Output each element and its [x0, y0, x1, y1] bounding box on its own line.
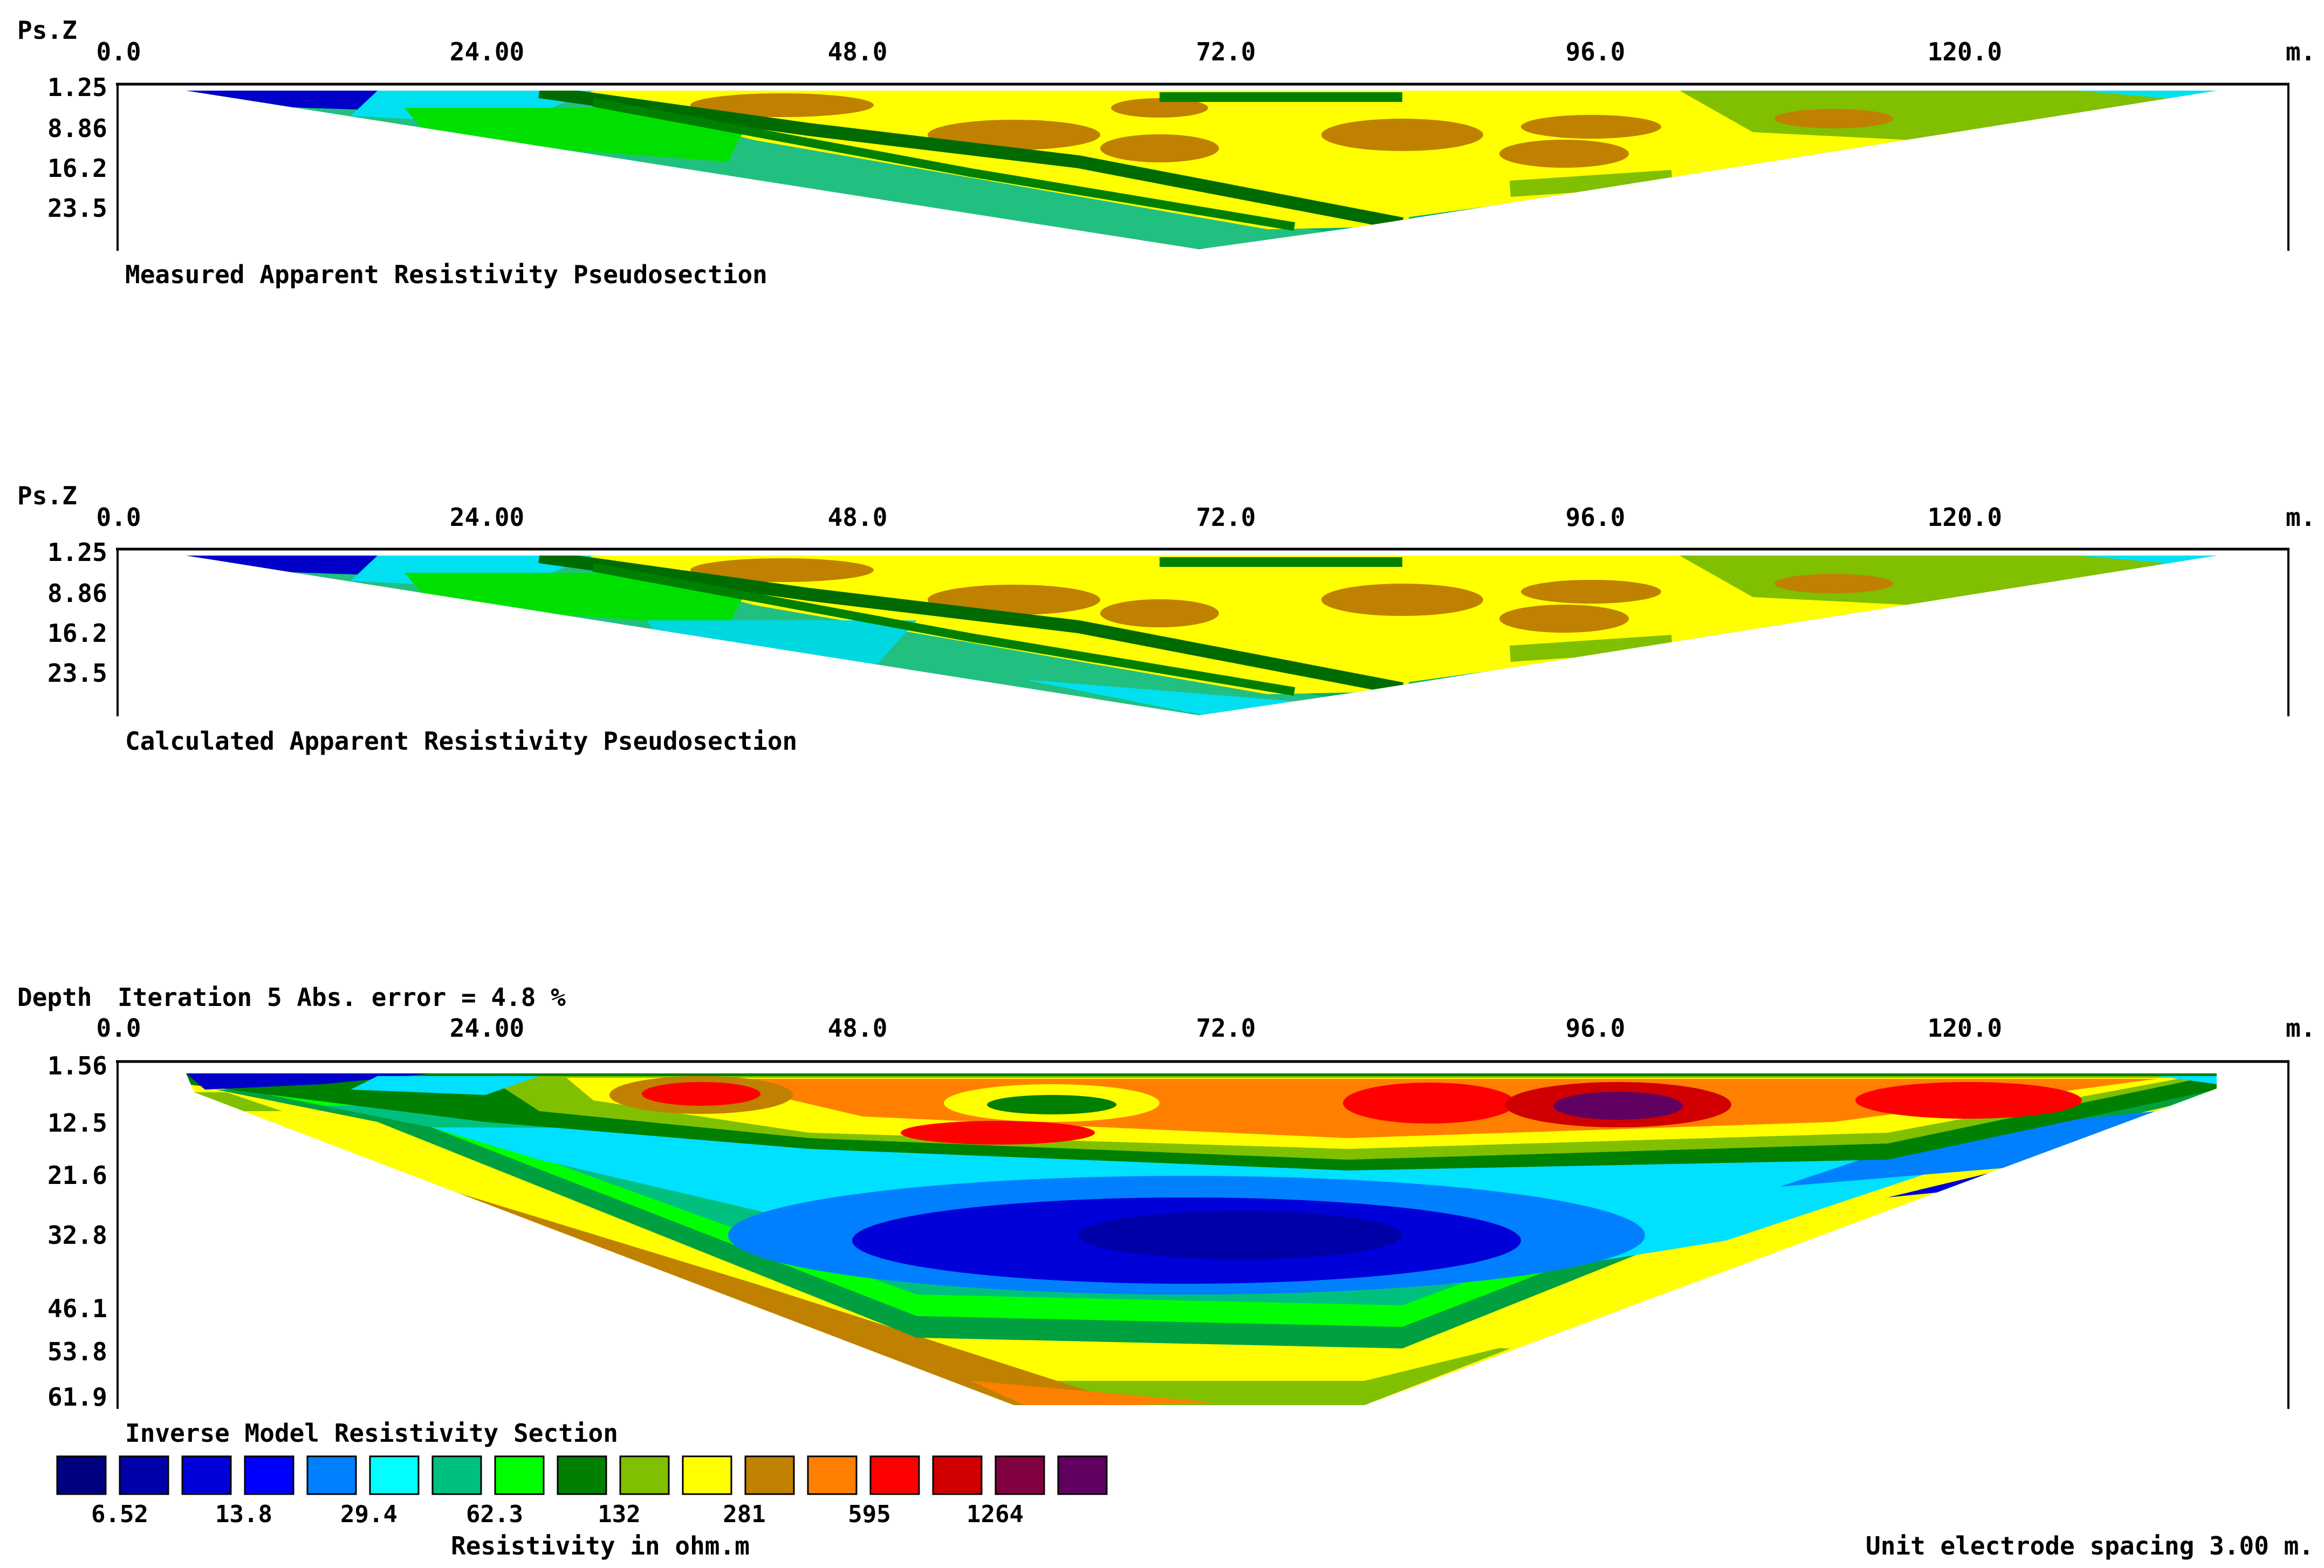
legend-swatch — [682, 1455, 732, 1495]
panel-inverse-axis-label: Depth — [17, 983, 92, 1012]
panel-inverse-x-ticks: 0.0 24.00 48.0 72.0 96.0 120.0 m. — [96, 1014, 2315, 1043]
panel-measured-x-ticks: 0.0 24.00 48.0 72.0 96.0 120.0 m. — [96, 37, 2315, 66]
legend-value-label: 595 — [848, 1501, 890, 1528]
color-legend: 6.52 13.8 29.4 62.3 132 281 595 1264 Res… — [56, 1455, 1108, 1560]
x-tick-label: 72.0 — [1196, 1014, 1256, 1043]
legend-value-label: 62.3 — [466, 1501, 523, 1528]
legend-labels: 6.52 13.8 29.4 62.3 132 281 595 1264 — [91, 1501, 1024, 1528]
legend-value-label: 29.4 — [340, 1501, 397, 1528]
legend-swatch — [494, 1455, 545, 1495]
x-tick-label: 0.0 — [96, 503, 141, 532]
panel-calculated-depth-ticks: 1.25 8.86 16.2 23.5 — [47, 538, 107, 688]
legend-title: Resistivity in ohm.m — [451, 1531, 750, 1560]
x-units-label: m. — [2286, 37, 2315, 66]
legend-value-label: 13.8 — [215, 1501, 272, 1528]
legend-swatch — [119, 1455, 169, 1495]
depth-tick-label: 8.86 — [47, 579, 107, 608]
legend-swatch — [369, 1455, 420, 1495]
legend-swatch — [869, 1455, 920, 1495]
x-tick-label: 96.0 — [1566, 1014, 1626, 1043]
legend-swatch — [995, 1455, 1045, 1495]
x-tick-label: 72.0 — [1196, 37, 1256, 66]
panel-measured-caption: Measured Apparent Resistivity Pseudosect… — [125, 260, 767, 289]
panel-inverse: Depth Iteration 5 Abs. error = 4.8 % 0.0… — [17, 983, 2315, 1448]
panel-inverse-iteration-note: Iteration 5 Abs. error = 4.8 % — [118, 983, 566, 1012]
legend-swatch — [1057, 1455, 1108, 1495]
legend-swatch — [744, 1455, 795, 1495]
legend-value-label: 132 — [598, 1501, 640, 1528]
x-tick-label: 120.0 — [1928, 1014, 2002, 1043]
x-tick-label: 0.0 — [96, 1014, 141, 1043]
x-tick-label: 0.0 — [96, 37, 141, 66]
legend-swatch — [181, 1455, 232, 1495]
depth-tick-label: 32.8 — [47, 1221, 107, 1250]
depth-tick-label: 53.8 — [47, 1337, 107, 1366]
x-units-label: m. — [2286, 1014, 2315, 1043]
panel-inverse-contours — [186, 1073, 2217, 1405]
legend-swatch — [244, 1455, 294, 1495]
legend-swatches — [56, 1455, 1108, 1495]
panel-calculated-contours — [186, 556, 2217, 715]
x-tick-label: 120.0 — [1928, 37, 2002, 66]
depth-tick-label: 1.56 — [47, 1051, 107, 1080]
x-tick-label: 96.0 — [1566, 503, 1626, 532]
panel-measured-contours — [186, 91, 2217, 249]
depth-tick-label: 16.2 — [47, 154, 107, 183]
legend-value-label: 6.52 — [91, 1501, 148, 1528]
panel-measured-axis-label: Ps.Z — [17, 16, 77, 45]
depth-tick-label: 61.9 — [47, 1382, 107, 1412]
x-tick-label: 48.0 — [828, 37, 888, 66]
depth-tick-label: 23.5 — [47, 194, 107, 223]
panel-calculated-caption: Calculated Apparent Resistivity Pseudose… — [125, 727, 797, 756]
panel-calculated-axis-label: Ps.Z — [17, 481, 77, 510]
x-tick-label: 24.00 — [450, 1014, 524, 1043]
panel-measured: Ps.Z 0.0 24.00 48.0 72.0 96.0 120.0 m. 1… — [17, 16, 2315, 289]
x-tick-label: 120.0 — [1928, 503, 2002, 532]
depth-tick-label: 16.2 — [47, 619, 107, 648]
depth-tick-label: 21.6 — [47, 1161, 107, 1190]
depth-tick-label: 23.5 — [47, 659, 107, 688]
x-tick-label: 48.0 — [828, 503, 888, 532]
depth-tick-label: 46.1 — [47, 1294, 107, 1323]
legend-swatch — [306, 1455, 357, 1495]
panel-calculated: Ps.Z 0.0 24.00 48.0 72.0 96.0 120.0 m. 1… — [17, 481, 2315, 756]
panel-calculated-x-ticks: 0.0 24.00 48.0 72.0 96.0 120.0 m. — [96, 503, 2315, 532]
depth-tick-label: 8.86 — [47, 114, 107, 143]
x-tick-label: 48.0 — [828, 1014, 888, 1043]
panel-inverse-depth-ticks: 1.56 12.5 21.6 32.8 46.1 53.8 61.9 — [47, 1051, 107, 1412]
electrode-spacing-note: Unit electrode spacing 3.00 m. — [1866, 1531, 2314, 1560]
legend-swatch — [431, 1455, 482, 1495]
legend-swatch — [619, 1455, 670, 1495]
depth-tick-label: 12.5 — [47, 1108, 107, 1138]
x-tick-label: 72.0 — [1196, 503, 1256, 532]
x-tick-label: 24.00 — [450, 37, 524, 66]
depth-tick-label: 1.25 — [47, 73, 107, 102]
legend-swatch — [56, 1455, 107, 1495]
panel-inverse-caption: Inverse Model Resistivity Section — [125, 1419, 618, 1448]
panel-measured-depth-ticks: 1.25 8.86 16.2 23.5 — [47, 73, 107, 223]
x-tick-label: 24.00 — [450, 503, 524, 532]
x-units-label: m. — [2286, 503, 2315, 532]
legend-value-label: 281 — [723, 1501, 765, 1528]
legend-swatch — [807, 1455, 858, 1495]
legend-swatch — [557, 1455, 607, 1495]
legend-swatch — [932, 1455, 983, 1495]
depth-tick-label: 1.25 — [47, 538, 107, 567]
x-tick-label: 96.0 — [1566, 37, 1626, 66]
legend-value-label: 1264 — [966, 1501, 1024, 1528]
